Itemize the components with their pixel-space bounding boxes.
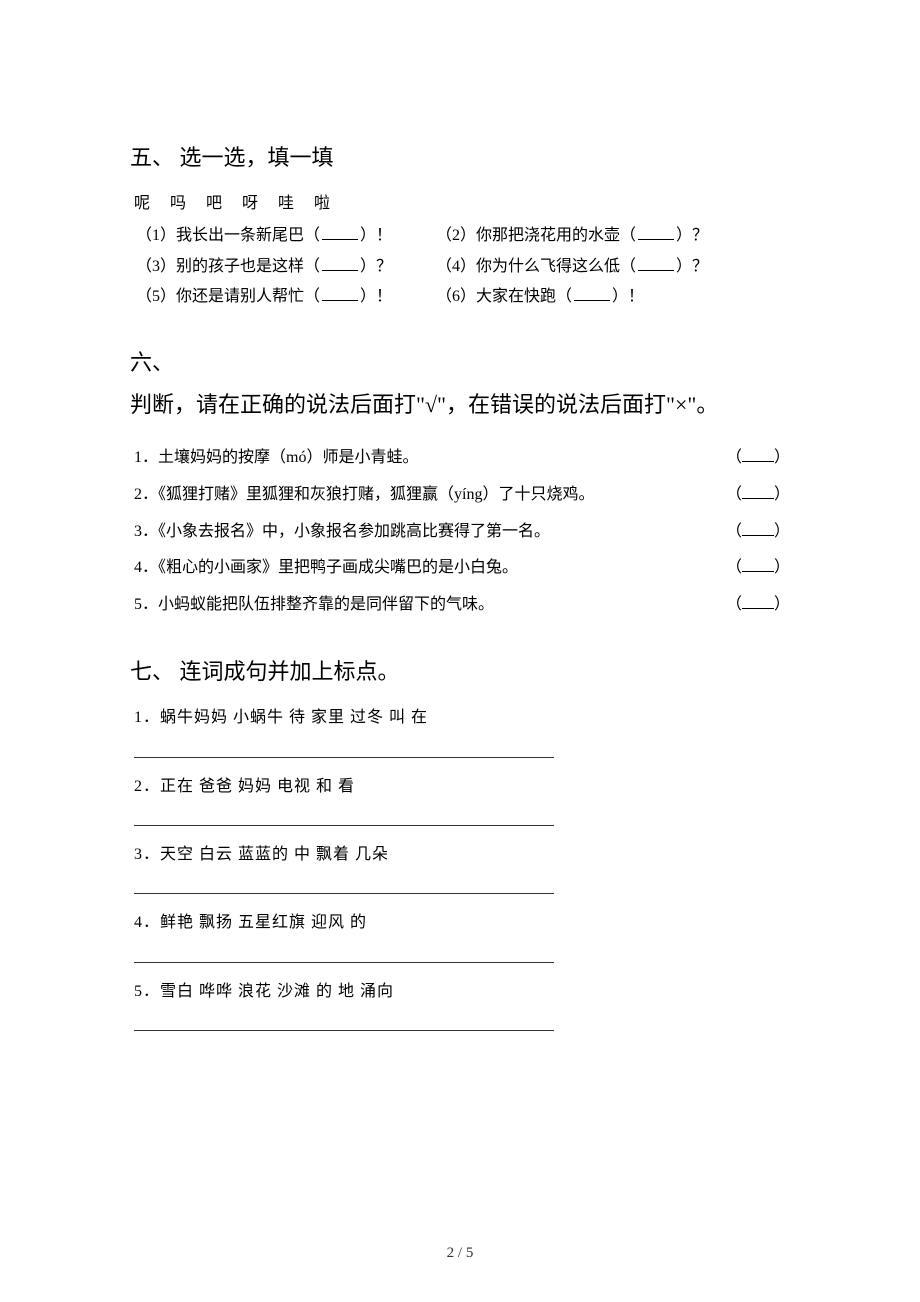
section5-options: 呢 吗 吧 呀 哇 啦 [130, 189, 790, 213]
q1-end: ）！ [360, 227, 392, 244]
q2-text: （2）你那把浇花用的水壶（ [436, 227, 636, 244]
judge3-blank[interactable] [742, 522, 774, 536]
judge4-text: 4．《粗心的小画家》里把鸭子画成尖嘴巴的是小白兔。 [134, 550, 726, 587]
sentence4-answer[interactable] [134, 943, 554, 963]
judge2-text: 2．《狐狸打赌》里狐狸和灰狼打赌，狐狸赢（yíng）了十只烧鸡。 [134, 477, 726, 514]
section5-row1: （1）我长出一条新尾巴（ ）！ （2）你那把浇花用的水壶（ ）？ [130, 221, 790, 251]
judge5-text: 5．小蚂蚁能把队伍排整齐靠的是同伴留下的气味。 [134, 587, 726, 624]
section5-q6: （6）大家在快跑（ ）！ [436, 282, 790, 312]
sentence2-words: 2．正在 爸爸 妈妈 电视 和 看 [130, 772, 790, 802]
q4-blank[interactable] [638, 257, 674, 271]
judge5-paren: （） [726, 587, 790, 624]
judge5-blank[interactable] [742, 595, 774, 609]
section7-header: 七、 连词成句并加上标点。 [130, 654, 790, 689]
sentence5-answer[interactable] [134, 1011, 554, 1031]
sentence4-words: 4．鲜艳 飘扬 五星红旗 迎风 的 [130, 908, 790, 938]
q4-text: （4）你为什么飞得这么低（ [436, 258, 636, 275]
section6-header: 六、 判断，请在正确的说法后面打"√"，在错误的说法后面打"×"。 [130, 342, 790, 426]
section5-row2: （3）别的孩子也是这样（ ）？ （4）你为什么飞得这么低（ ）？ [130, 252, 790, 282]
page-footer: 2 / 5 [0, 1245, 920, 1262]
sentence1-words: 1．蜗牛妈妈 小蜗牛 待 家里 过冬 叫 在 [130, 703, 790, 733]
q3-text: （3）别的孩子也是这样（ [136, 258, 320, 275]
judge-row-4: 4．《粗心的小画家》里把鸭子画成尖嘴巴的是小白兔。 （） [130, 550, 790, 587]
q6-end: ）！ [612, 288, 644, 305]
q4-end: ）？ [676, 258, 708, 275]
judge2-blank[interactable] [742, 485, 774, 499]
q6-blank[interactable] [574, 287, 610, 301]
judge1-blank[interactable] [742, 448, 774, 462]
judge2-paren: （） [726, 477, 790, 514]
q1-text: （1）我长出一条新尾巴（ [136, 227, 320, 244]
judge4-blank[interactable] [742, 558, 774, 572]
section5-row3: （5）你还是请别人帮忙（ ）！ （6）大家在快跑（ ）！ [130, 282, 790, 312]
section5-q4: （4）你为什么飞得这么低（ ）？ [436, 252, 790, 282]
section5-q5: （5）你还是请别人帮忙（ ）！ [136, 282, 436, 312]
q5-end: ）！ [360, 288, 392, 305]
judge-row-1: 1．土壤妈妈的按摩（mó）师是小青蛙。 （） [130, 440, 790, 477]
judge4-paren: （） [726, 550, 790, 587]
section5-header: 五、 选一选，填一填 [130, 140, 790, 175]
q5-blank[interactable] [322, 287, 358, 301]
sentence3-answer[interactable] [134, 874, 554, 894]
judge1-paren: （） [726, 440, 790, 477]
section6-header-line1: 六、 [130, 342, 790, 384]
section5-q2: （2）你那把浇花用的水壶（ ）？ [436, 221, 790, 251]
q3-blank[interactable] [322, 257, 358, 271]
q2-end: ）？ [676, 227, 708, 244]
judge3-text: 3．《小象去报名》中，小象报名参加跳高比赛得了第一名。 [134, 514, 726, 551]
section5-q1: （1）我长出一条新尾巴（ ）！ [136, 221, 436, 251]
sentence2-answer[interactable] [134, 806, 554, 826]
q6-text: （6）大家在快跑（ [436, 288, 572, 305]
sentence1-answer[interactable] [134, 738, 554, 758]
judge-row-5: 5．小蚂蚁能把队伍排整齐靠的是同伴留下的气味。 （） [130, 587, 790, 624]
judge-row-2: 2．《狐狸打赌》里狐狸和灰狼打赌，狐狸赢（yíng）了十只烧鸡。 （） [130, 477, 790, 514]
q3-end: ）？ [360, 258, 392, 275]
judge-row-3: 3．《小象去报名》中，小象报名参加跳高比赛得了第一名。 （） [130, 514, 790, 551]
section5-q3: （3）别的孩子也是这样（ ）？ [136, 252, 436, 282]
judge3-paren: （） [726, 514, 790, 551]
q2-blank[interactable] [638, 226, 674, 240]
q5-text: （5）你还是请别人帮忙（ [136, 288, 320, 305]
section6-header-line2: 判断，请在正确的说法后面打"√"，在错误的说法后面打"×"。 [130, 384, 790, 426]
sentence5-words: 5．雪白 哗哗 浪花 沙滩 的 地 涌向 [130, 977, 790, 1007]
q1-blank[interactable] [322, 226, 358, 240]
sentence3-words: 3．天空 白云 蓝蓝的 中 飘着 几朵 [130, 840, 790, 870]
judge1-text: 1．土壤妈妈的按摩（mó）师是小青蛙。 [134, 440, 726, 477]
